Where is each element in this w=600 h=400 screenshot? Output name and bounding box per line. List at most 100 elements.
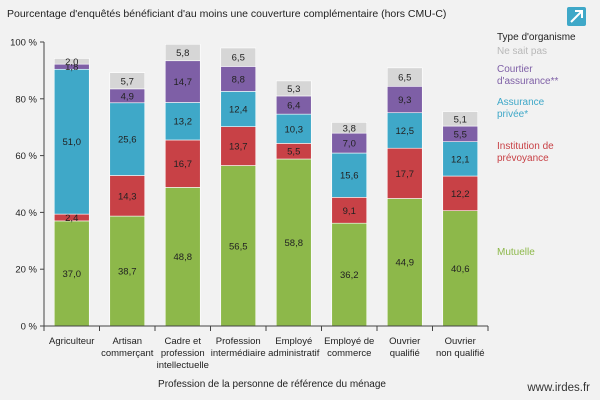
bar-segment [386,198,423,327]
data-label: 12,5 [396,126,415,137]
data-label: 16,7 [174,159,193,170]
data-label: 9,3 [398,95,411,106]
data-label: 8,8 [232,74,245,85]
legend-title: Type d'organisme [497,32,576,43]
category-label: Ouvrier [445,336,476,347]
data-label: 12,1 [451,154,470,165]
data-label: 5,5 [454,129,467,140]
expand-arrow-icon[interactable] [567,7,586,26]
bar-segment [164,43,201,62]
y-tick-label: 40 % [15,208,37,219]
site-credit: www.irdes.fr [526,382,590,394]
legend-item: Institution de [497,141,554,152]
bar-segment [386,112,423,149]
data-label: 5,3 [287,84,300,95]
data-label: 56,5 [229,241,248,252]
legend-item: Courtier [497,64,533,75]
legend-item: d'assurance** [497,76,559,87]
legend-item: prévoyance [497,153,549,164]
data-label: 5,5 [287,147,300,158]
data-label: 3,8 [343,123,356,134]
category-label: administratif [268,348,320,359]
data-label: 13,2 [174,117,193,128]
bar-segment [331,122,368,134]
data-label: 14,3 [118,191,137,202]
data-label: 2,0 [65,57,78,68]
bar-segment [386,67,423,87]
bar-segment [164,102,201,141]
y-tick-label: 20 % [15,265,37,276]
chart-title: Pourcentage d'enquêtés bénéficiant d'au … [7,8,446,20]
category-label: Employé [275,336,312,347]
bar-segment [109,175,146,217]
bar-segment [164,139,201,188]
category-label: Employé de [324,336,374,347]
category-label: Cadre et [165,336,202,347]
data-label: 6,5 [232,53,245,64]
data-label: 48,8 [174,252,193,263]
bar-segment [220,165,257,327]
y-axis: 0 % 20 % 40 % 60 % 80 % 100 % [10,38,45,333]
bar-segment [331,152,368,198]
category-label: Profession [216,336,261,347]
data-label: 25,6 [118,135,137,146]
category-label: intellectuelle [157,360,209,371]
legend-item: Assurance [497,97,545,108]
data-label: 5,7 [121,76,134,87]
data-label: 14,7 [174,77,193,88]
category-label: commerce [327,348,371,359]
bar-segment [275,158,312,327]
bar-segment [331,222,368,327]
data-label: 12,2 [451,189,470,200]
legend-item: privée* [497,109,528,120]
data-label: 40,6 [451,264,470,275]
data-label: 5,1 [454,114,467,125]
data-label: 1,8 [65,62,78,73]
bar-segment [109,215,146,327]
bar-segment [220,47,257,67]
bar-segment [275,80,312,97]
data-label: 51,0 [63,137,82,148]
bar-segment [442,111,479,127]
data-label: 36,2 [340,270,359,281]
category-label: qualifié [390,348,420,359]
bar-segment [164,187,201,327]
bar-segment [109,72,146,90]
category-label: Agriculteur [49,336,94,347]
x-axis-title: Profession de la personne de référence d… [158,379,386,390]
data-label: 58,8 [285,238,304,249]
data-label: 9,1 [343,206,356,217]
data-label: 44,9 [396,258,415,269]
data-label: 38,7 [118,267,137,278]
category-label: Ouvrier [389,336,420,347]
bar-segment [164,60,201,103]
legend-item: Mutuelle [497,247,535,258]
bar-segment [220,66,257,92]
bar-segment [53,68,90,215]
data-label: 37,0 [63,269,82,280]
bar-segment [442,141,479,177]
data-label: 6,4 [287,101,300,112]
category-label: non qualifié [436,348,485,359]
y-tick-label: 60 % [15,151,37,162]
data-label: 17,7 [396,169,415,180]
bar-segment [386,86,423,114]
bar-segment [53,58,90,65]
data-label: 15,6 [340,171,359,182]
y-tick-label: 0 % [21,322,38,333]
data-label: 10,3 [285,124,304,135]
category-label: intermédiaire [211,348,266,359]
category-label: commerçant [101,348,154,359]
data-label: 2,4 [65,213,78,224]
category-label: Artisan [112,336,142,347]
data-label: 5,8 [176,48,189,59]
bar-segment [109,102,146,176]
data-label: 4,9 [121,91,134,102]
data-label: 6,5 [398,73,411,84]
y-tick-label: 100 % [10,38,37,49]
data-label: 7,0 [343,139,356,150]
data-label: 13,7 [229,142,248,153]
